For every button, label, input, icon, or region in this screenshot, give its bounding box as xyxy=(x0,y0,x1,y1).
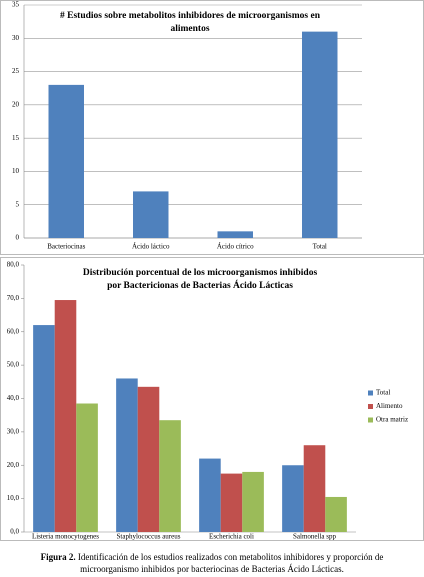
caption-label: Figura 2. xyxy=(41,552,76,562)
y-tick-label: 30,0 xyxy=(7,427,20,435)
y-tick-label: 0 xyxy=(16,234,20,242)
bar xyxy=(199,458,221,532)
bar xyxy=(325,496,347,532)
y-tick-label: 35 xyxy=(12,1,20,9)
bar xyxy=(302,31,338,238)
y-tick-label: 0,0 xyxy=(10,528,19,536)
bar xyxy=(220,473,243,532)
y-tick-label: 50,0 xyxy=(7,361,20,369)
y-tick-label: 60,0 xyxy=(7,327,20,335)
x-tick-label: Staphylococcus aureus xyxy=(117,533,181,541)
y-tick-label: 5 xyxy=(16,200,20,208)
bar xyxy=(159,420,181,532)
x-tick-label: Listeria monocytogenes xyxy=(32,533,99,541)
legend-swatch xyxy=(368,404,373,409)
legend-swatch xyxy=(368,417,373,423)
y-tick-label: 20 xyxy=(12,100,20,108)
y-tick-label: 70,0 xyxy=(7,294,20,302)
bar xyxy=(217,231,253,238)
bar xyxy=(76,403,98,532)
chart-title: Distribución porcentual de los microorga… xyxy=(83,268,318,278)
legend-label: Otra matriz xyxy=(376,416,408,424)
chart-title: # Estudios sobre metabolitos inhibidores… xyxy=(60,11,321,21)
chart-title: alimentos xyxy=(170,24,209,34)
legend-label: Alimento xyxy=(376,402,403,410)
y-tick-label: 10 xyxy=(12,167,20,175)
legend-swatch xyxy=(368,390,373,396)
x-tick-label: Escherichia coli xyxy=(209,533,254,541)
caption-line: microorganismo inhibidos por bacteriocin… xyxy=(80,564,344,574)
bar xyxy=(303,445,326,532)
bar xyxy=(137,386,160,532)
legend-label: Total xyxy=(376,389,390,397)
bar xyxy=(242,471,264,532)
bar xyxy=(48,84,84,238)
y-tick-label: 25 xyxy=(12,67,20,75)
caption: Figura 2. Identificación de los estudios… xyxy=(41,552,384,562)
y-tick-label: 30 xyxy=(12,34,20,42)
bar xyxy=(54,300,77,532)
bar xyxy=(282,465,304,532)
bar xyxy=(33,325,55,532)
bar xyxy=(133,191,169,238)
x-tick-label: Bacteriocinas xyxy=(47,243,85,251)
x-tick-label: Salmonella spp xyxy=(293,533,336,541)
y-tick-label: 10,0 xyxy=(7,494,20,502)
y-tick-label: 80,0 xyxy=(7,261,20,269)
y-tick-label: 20,0 xyxy=(7,461,20,469)
chart-title: por Bactericionas de Bacterias Ácido Lác… xyxy=(107,279,293,291)
bar xyxy=(116,378,138,532)
x-tick-label: Ácido láctico xyxy=(132,243,170,251)
y-tick-label: 15 xyxy=(12,134,20,142)
y-tick-label: 40,0 xyxy=(7,394,20,402)
x-tick-label: Ácido cítrico xyxy=(217,243,254,251)
caption-line: Identificación de los estudios realizado… xyxy=(78,552,383,562)
x-tick-label: Total xyxy=(313,243,327,251)
